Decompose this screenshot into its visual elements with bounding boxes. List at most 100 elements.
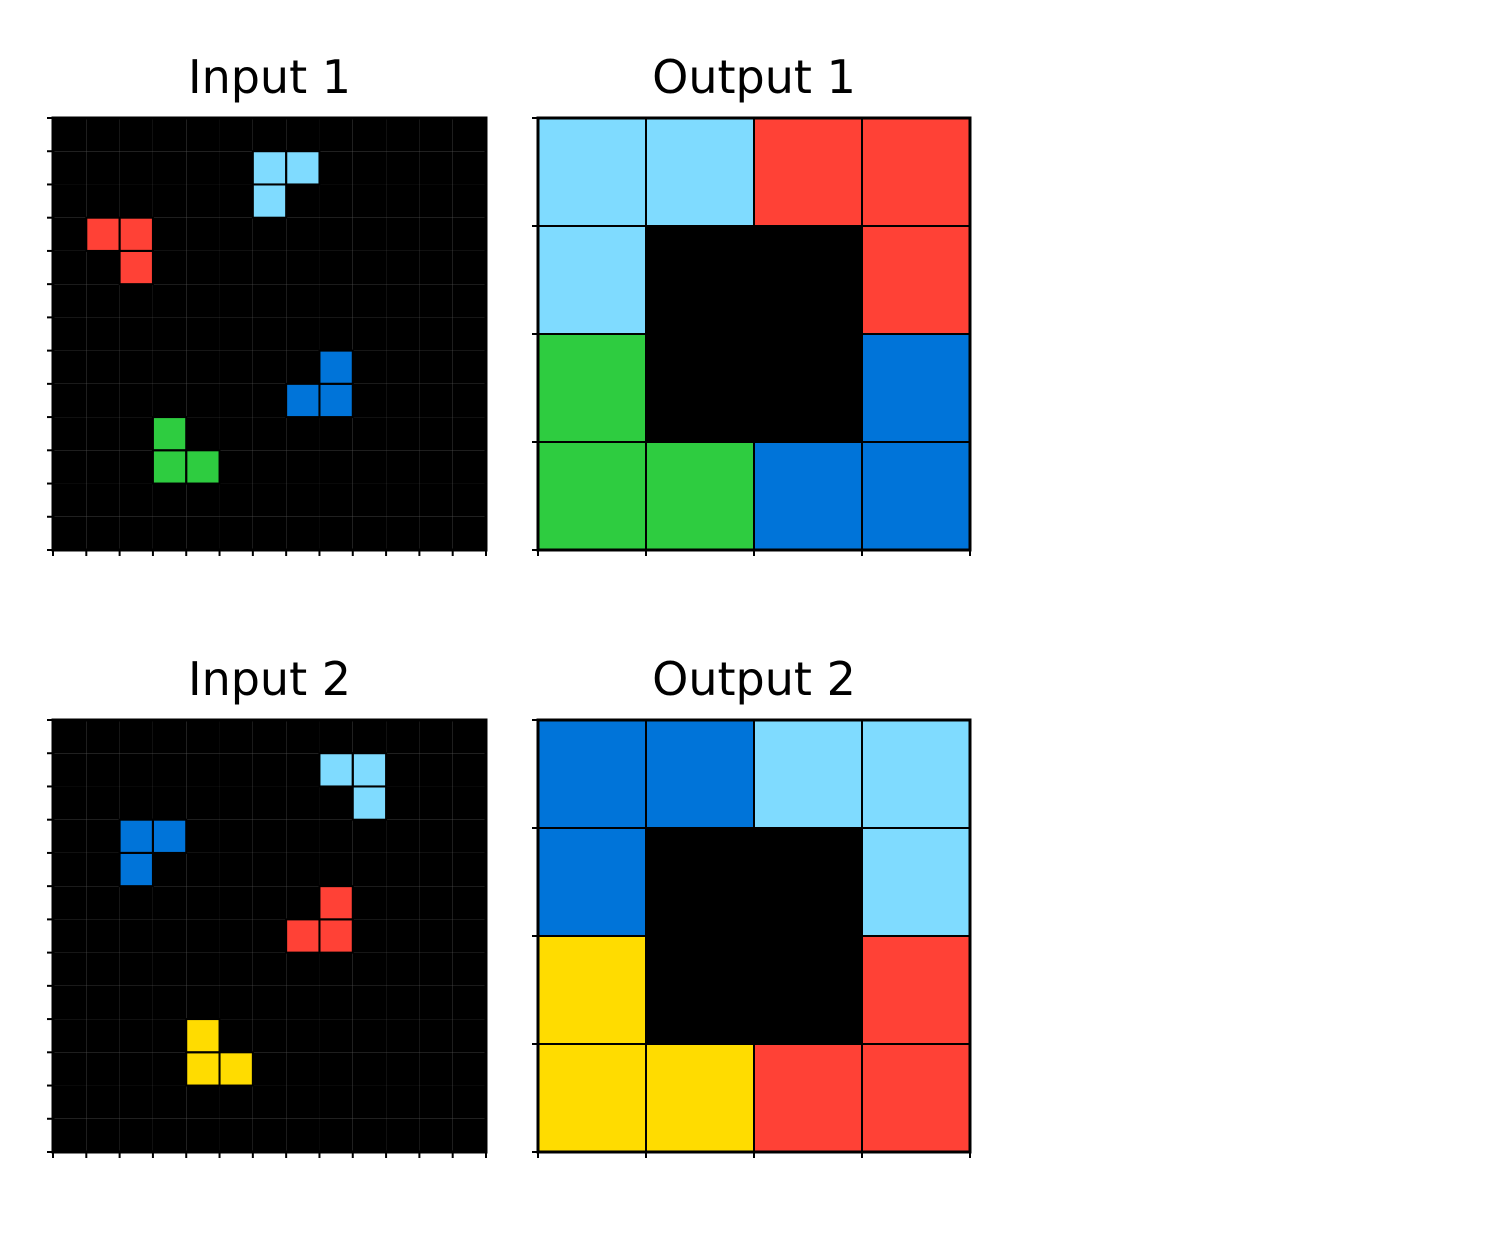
grid-cell <box>152 184 187 218</box>
grid-cell <box>252 250 287 285</box>
grid-cell <box>86 1118 120 1152</box>
grid-cell <box>152 886 187 920</box>
grid-cell <box>452 151 486 185</box>
grid-cell <box>419 819 453 853</box>
grid-cell <box>286 184 320 218</box>
grid-output-1 <box>532 116 972 556</box>
grid-cell <box>352 919 387 953</box>
grid-cell <box>219 886 253 920</box>
grid-cell <box>538 1044 646 1152</box>
grid-cell <box>862 936 970 1044</box>
grid-cell <box>452 184 486 218</box>
grid-cell <box>319 919 353 953</box>
grid-cell <box>319 217 353 251</box>
grid-cell <box>862 118 970 226</box>
grid-cell <box>352 317 387 351</box>
grid-cell <box>219 383 253 418</box>
grid-cell <box>452 250 486 285</box>
grid-cell <box>252 985 287 1020</box>
panel-title-output-1: Output 1 <box>652 50 856 104</box>
cell-border <box>351 785 388 821</box>
grid-cell <box>86 1085 120 1119</box>
grid-cell <box>119 1019 153 1053</box>
grid-cell <box>419 118 453 152</box>
grid-cell <box>419 886 453 920</box>
grid-cell <box>186 1019 220 1053</box>
grid-cell <box>53 919 87 953</box>
grid-cell <box>186 1118 220 1152</box>
grid-cell <box>319 753 353 787</box>
grid-cell <box>119 383 153 418</box>
grid-cell <box>319 184 353 218</box>
grid-cell <box>252 786 287 820</box>
grid-cell <box>152 250 187 285</box>
grid-cell <box>152 450 187 484</box>
grid-cell <box>86 383 120 418</box>
grid-cell <box>419 720 453 754</box>
grid-cell <box>419 1019 453 1053</box>
grid-cell <box>862 334 970 442</box>
grid-cell <box>754 828 862 936</box>
grid-cell <box>219 450 253 484</box>
grid-cell <box>386 317 420 351</box>
grid-cell <box>319 720 353 754</box>
grid-cell <box>152 852 187 887</box>
grid-cell <box>119 217 153 251</box>
grid-cell <box>186 753 220 787</box>
grid-cell <box>646 720 754 828</box>
grid-cell <box>386 118 420 152</box>
grid-cell <box>754 334 862 442</box>
grid-cell <box>86 786 120 820</box>
grid-cell <box>452 450 486 484</box>
grid-cell <box>119 317 153 351</box>
grid-cell <box>646 1044 754 1152</box>
grid-cell <box>252 1052 287 1086</box>
grid-cell <box>419 284 453 318</box>
grid-cell <box>352 284 387 318</box>
grid-cell <box>352 1118 387 1152</box>
grid-cell <box>319 417 353 451</box>
grid-cell <box>646 828 754 936</box>
grid-cell <box>119 753 153 787</box>
grid-cell <box>186 151 220 185</box>
grid-cell <box>186 118 220 152</box>
grid-cell <box>86 217 120 251</box>
grid-cell <box>352 383 387 418</box>
grid-cell <box>538 226 646 334</box>
grid-cell <box>152 284 187 318</box>
grid-cell <box>53 383 87 418</box>
grid-cell <box>119 886 153 920</box>
grid-cell <box>119 516 153 550</box>
grid-cell <box>419 417 453 451</box>
grid-cell <box>862 828 970 936</box>
grid-cell <box>386 819 420 853</box>
grid-cell <box>319 786 353 820</box>
grid-cell <box>386 483 420 517</box>
grid-output-2 <box>532 718 972 1158</box>
grid-cell <box>53 417 87 451</box>
grid-cell <box>53 1118 87 1152</box>
grid-cell <box>452 217 486 251</box>
grid-cell <box>252 952 287 986</box>
grid-cell <box>419 184 453 218</box>
grid-cell <box>186 952 220 986</box>
cell-border <box>251 183 288 219</box>
grid-cell <box>53 184 87 218</box>
grid-cell <box>252 852 287 887</box>
grid-cell <box>452 886 486 920</box>
grid-cell <box>352 886 387 920</box>
grid-cell <box>286 317 320 351</box>
grid-cell <box>252 516 287 550</box>
grid-cell <box>319 483 353 517</box>
grid-cell <box>319 819 353 853</box>
grid-cell <box>452 417 486 451</box>
grid-cell <box>754 442 862 550</box>
grid-cell <box>53 118 87 152</box>
grid-cell <box>452 819 486 853</box>
grid-cell <box>219 720 253 754</box>
grid-cell <box>152 1019 187 1053</box>
grid-cell <box>186 985 220 1020</box>
grid-cell <box>419 1052 453 1086</box>
cell-border <box>118 851 154 888</box>
grid-cell <box>452 786 486 820</box>
